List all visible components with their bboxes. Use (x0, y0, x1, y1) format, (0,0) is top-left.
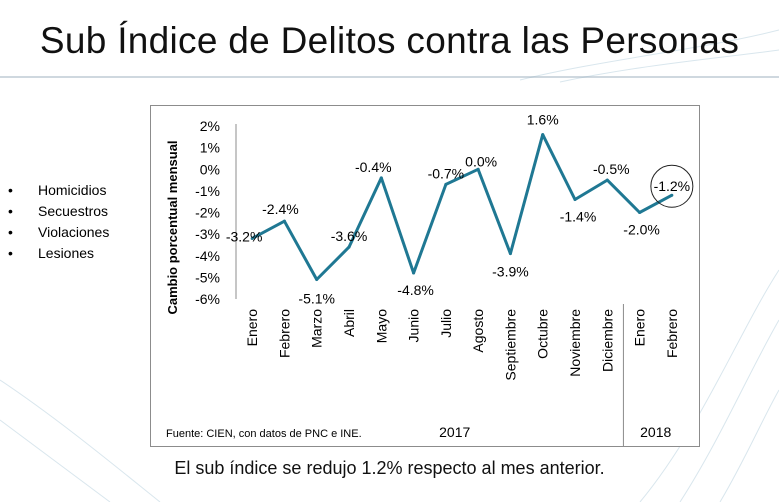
data-point (250, 236, 254, 240)
data-point (412, 271, 416, 275)
list-item: Secuestros (8, 201, 109, 222)
x-tick-label: Junio (406, 309, 422, 343)
data-label: -3.9% (492, 264, 529, 280)
x-tick-label: Marzo (309, 309, 325, 348)
data-point (347, 245, 351, 249)
x-tick-label: Febrero (276, 309, 292, 358)
data-point (444, 182, 448, 186)
x-tick-label: Diciembre (599, 309, 615, 372)
data-label: -5.1% (298, 291, 335, 307)
x-tick-label: Enero (244, 309, 260, 347)
data-point (282, 219, 286, 223)
data-label: -1.4% (560, 209, 597, 225)
x-tick-label: Septiembre (502, 309, 518, 381)
list-item: Homicidios (8, 180, 109, 201)
crime-type-list: Homicidios Secuestros Violaciones Lesion… (8, 180, 109, 264)
data-label: -0.5% (593, 161, 630, 177)
data-label: -2.0% (623, 222, 660, 238)
data-point (476, 167, 480, 171)
data-label: -3.6% (331, 228, 368, 244)
y-tick-label: -3% (195, 226, 220, 242)
year-label: 2017 (439, 424, 470, 440)
data-label: -0.7% (428, 165, 465, 181)
summary-caption: El sub índice se redujo 1.2% respecto al… (174, 458, 605, 478)
data-label: -4.8% (397, 282, 434, 298)
y-tick-label: -1% (195, 183, 220, 199)
list-item: Violaciones (8, 222, 109, 243)
y-tick-label: -2% (195, 205, 220, 221)
x-tick-label: Julio (438, 309, 454, 338)
data-point (379, 176, 383, 180)
title-divider (0, 76, 779, 78)
y-tick-label: 0% (200, 161, 220, 177)
line-chart: 2% 1% 0% -1% -2% -3% -4% -5% -6% Cambio porcentua… (165, 112, 694, 446)
data-point (573, 198, 577, 202)
data-point (541, 133, 545, 137)
y-tick-label: 2% (200, 118, 220, 134)
x-tick-label: Octubre (535, 309, 551, 359)
highlight-circle (650, 164, 694, 208)
x-tick-label: Abril (341, 309, 357, 337)
x-tick-label: Mayo (373, 309, 389, 343)
data-point (605, 178, 609, 182)
data-label: -2.4% (262, 201, 299, 217)
x-tick-label: Enero (632, 309, 648, 347)
data-point (638, 211, 642, 214)
y-tick-label: -6% (195, 291, 220, 307)
page-title: Sub Índice de Delitos contra las Persona… (39, 20, 740, 61)
year-label: 2018 (640, 424, 671, 440)
data-point (508, 252, 512, 256)
data-label: -1.2% (654, 178, 691, 194)
data-label: 1.6% (527, 112, 559, 128)
x-tick-label: Febrero (664, 309, 680, 358)
chart-source: Fuente: CIEN, con datos de PNC e INE. (166, 428, 362, 440)
y-tick-label: -4% (195, 248, 220, 264)
y-tick-label: 1% (200, 140, 220, 156)
x-tick-label: Agosto (470, 309, 486, 353)
x-tick-label: Noviembre (567, 309, 583, 377)
list-item: Lesiones (8, 243, 109, 264)
y-axis-title: Cambio porcentual mensual (165, 140, 180, 314)
chart-frame: 2% 1% 0% -1% -2% -3% -4% -5% -6% Cambio porcentua… (150, 105, 700, 447)
data-label: -3.2% (226, 228, 263, 244)
data-point (670, 193, 674, 197)
data-label: 0.0% (465, 153, 497, 169)
data-label: -0.4% (355, 159, 392, 175)
series-line (251, 133, 673, 281)
data-point (315, 278, 319, 282)
y-tick-label: -5% (195, 269, 220, 285)
